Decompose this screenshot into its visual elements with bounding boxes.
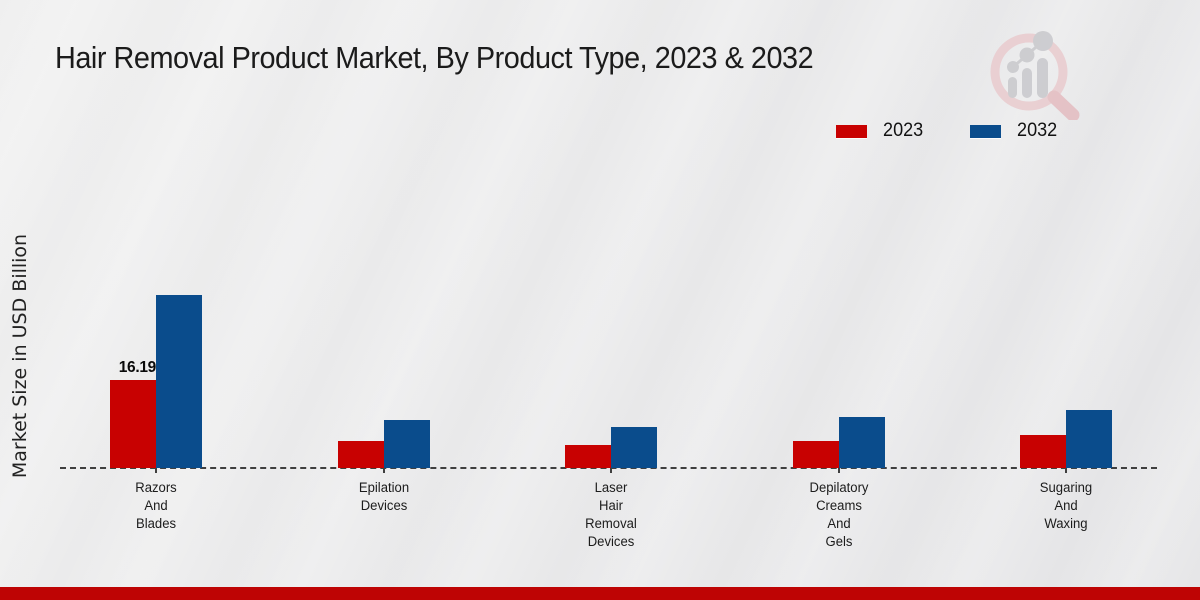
axis-tick <box>610 468 612 473</box>
category-label-line: Gels <box>825 534 852 549</box>
bar-2023-category-3 <box>792 441 839 468</box>
category-label-line: Razors <box>135 480 177 495</box>
category-label-line: Depilatory <box>809 480 868 495</box>
category-label-line: And <box>826 516 851 531</box>
category-label-line: Laser <box>594 480 628 495</box>
axis-tick <box>837 468 840 473</box>
bar-trend-icon <box>1007 31 1053 98</box>
legend-swatch-2032 <box>970 124 1002 138</box>
bar-2032-category-4 <box>1066 410 1112 468</box>
bar-2032-category-0 <box>156 295 202 468</box>
bar-2032-category-2 <box>611 427 657 468</box>
legend: 2023 2032 <box>836 120 1059 142</box>
category-label-line: Devices <box>360 498 407 513</box>
bar-2032-category-1 <box>383 420 430 468</box>
bar-2023-category-1 <box>337 441 384 468</box>
category-label: Razors And Blades <box>78 479 233 533</box>
footer-bar <box>0 587 1200 600</box>
bar-2032-category-3 <box>838 417 885 468</box>
bar-2023-category-4 <box>1020 435 1066 468</box>
market-research-future-logo <box>990 31 1080 120</box>
category-label-line: And <box>144 498 168 513</box>
legend-label-2032: 2032 <box>1017 120 1058 141</box>
axis-tick <box>155 468 157 473</box>
category-label: Depilatory Creams And Gels <box>761 479 916 551</box>
category-label-line: Blades <box>135 516 177 531</box>
chart-title: Hair Removal Product Market, By Product … <box>55 40 814 75</box>
magnifier-icon <box>990 33 1080 120</box>
legend-swatch-2023 <box>836 124 867 138</box>
category-label: Sugaring And Waxing <box>988 479 1143 533</box>
category-label-line: Hair <box>598 498 624 513</box>
bar-2023-category-0 <box>110 380 156 468</box>
bar-value-label: 16.19 <box>118 359 157 376</box>
legend-item-2023: 2023 <box>836 120 924 142</box>
x-axis-baseline <box>60 467 1157 469</box>
category-label-line: Sugaring <box>1039 480 1093 495</box>
category-label-line: Epilation <box>358 480 409 495</box>
category-label: Laser Hair Removal Devices <box>533 479 688 551</box>
legend-item-2032: 2032 <box>970 120 1058 142</box>
axis-tick <box>382 468 385 473</box>
category-label-line: Waxing <box>1044 516 1088 531</box>
category-label-line: Devices <box>587 534 635 549</box>
category-label-line: Removal <box>585 516 637 531</box>
legend-label-2023: 2023 <box>883 120 924 141</box>
axis-tick <box>1065 468 1067 473</box>
category-label-line: Creams <box>815 498 862 513</box>
category-label-line: And <box>1054 498 1078 513</box>
category-label: Epilation Devices <box>306 479 461 515</box>
bar-2023-category-2 <box>565 445 611 468</box>
